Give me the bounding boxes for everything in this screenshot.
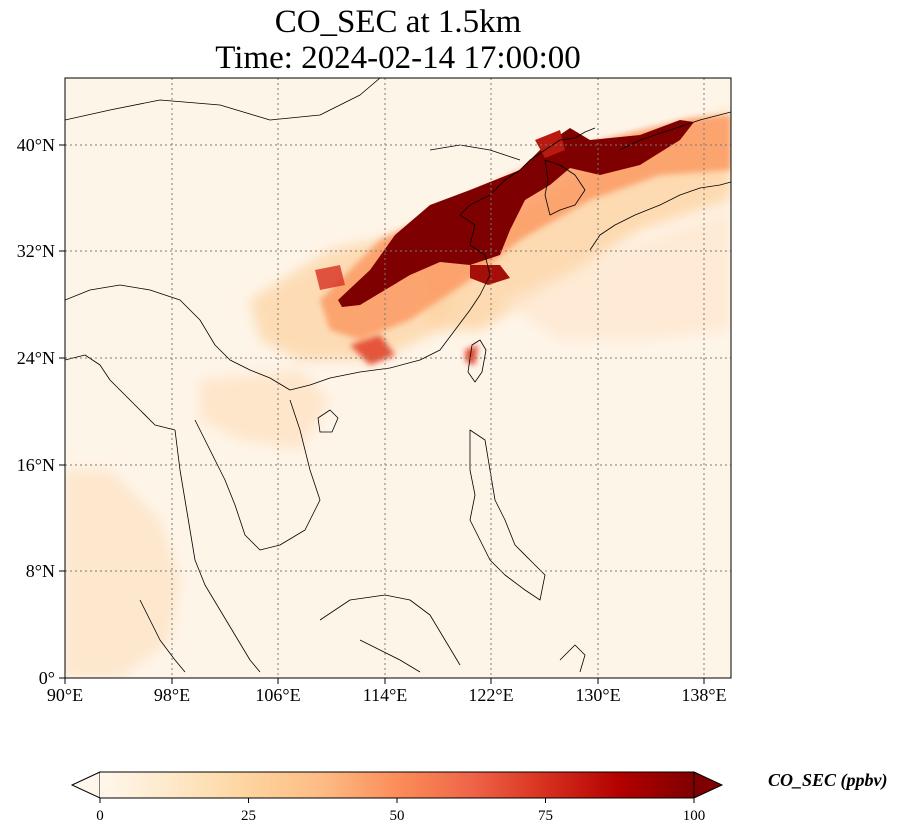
high-concentration-core	[315, 120, 694, 307]
colorbar-tick-label: 25	[241, 808, 256, 824]
title-line-1: CO_SEC at 1.5km	[274, 4, 522, 40]
colorbar: 0 25 50 75 100	[70, 771, 724, 824]
colorbar-extend-min	[70, 771, 101, 799]
moderate-plume-layer	[320, 115, 731, 365]
colorbar-tick-marks	[99, 798, 695, 803]
y-tick-label: 8°N	[26, 561, 55, 581]
colorbar-tick-label: 75	[538, 808, 553, 824]
gridlines	[65, 78, 731, 678]
x-tick-label: 138°E	[681, 685, 726, 705]
x-tick-labels: 90°E 98°E 106°E 114°E 122°E 130°E 138°E	[47, 685, 727, 705]
x-tick-label: 90°E	[47, 685, 83, 705]
y-tick-labels: 0° 8°N 16°N 24°N 32°N 40°N	[17, 135, 55, 688]
x-tick-label: 114°E	[363, 685, 408, 705]
y-tick-label: 0°	[39, 668, 55, 688]
axis-tick-marks	[59, 144, 705, 684]
y-tick-label: 24°N	[17, 348, 55, 368]
colorbar-extend-max	[693, 771, 724, 799]
y-tick-label: 32°N	[17, 241, 55, 261]
y-tick-label: 16°N	[17, 455, 55, 475]
y-tick-label: 40°N	[17, 135, 55, 155]
x-tick-label: 130°E	[575, 685, 620, 705]
title-line-2: Time: 2024-02-14 17:00:00	[215, 40, 581, 76]
colorbar-gradient	[100, 772, 694, 798]
colorbar-label: CO_SEC (ppbv)	[768, 770, 888, 790]
colorbar-tick-label: 100	[683, 808, 706, 824]
x-tick-label: 122°E	[468, 685, 513, 705]
colorbar-tick-labels: 0 25 50 75 100	[96, 808, 705, 824]
colorbar-tick-label: 50	[390, 808, 405, 824]
colorbar-tick-label: 0	[96, 808, 104, 824]
map-frame	[64, 77, 732, 679]
coastlines-borders	[65, 78, 731, 673]
map-title: CO_SEC at 1.5km Time: 2024-02-14 17:00:0…	[65, 4, 731, 76]
x-tick-label: 106°E	[255, 685, 300, 705]
x-tick-label: 98°E	[154, 685, 190, 705]
concentration-field	[65, 78, 731, 678]
